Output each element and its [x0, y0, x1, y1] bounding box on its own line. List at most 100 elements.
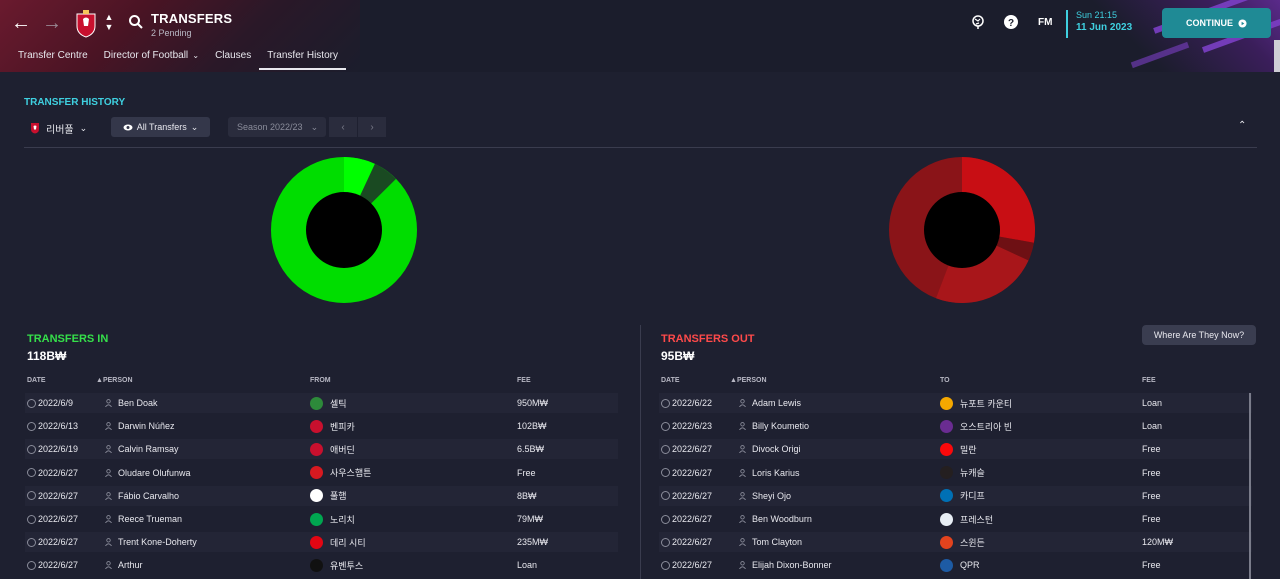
club-name: 벤피카 [330, 421, 355, 432]
sort-up-icon: ▲ [96, 377, 103, 384]
calendar-icon [27, 398, 36, 408]
column-header-label: PERSON [736, 377, 767, 384]
club-name: 뉴캐슬 [960, 468, 985, 479]
person-cell[interactable]: Ben Doak [105, 398, 158, 408]
table-row[interactable]: 2022/6/13 Darwin Núñez 벤피카 102B₩ [25, 416, 618, 436]
person-icon [739, 399, 746, 407]
transfer-filter-dropdown[interactable]: All Transfers ⌄ [111, 117, 210, 137]
person-cell[interactable]: Oludare Olufunwa [105, 468, 191, 478]
club-switch-icon[interactable]: ▲ ▼ [104, 12, 114, 32]
help-icon[interactable]: ? [1003, 14, 1019, 30]
club-cell[interactable]: 셀틱 [310, 396, 347, 410]
table-row[interactable]: 2022/6/27 Arthur 유벤투스 Loan [25, 555, 618, 575]
person-cell[interactable]: Reece Trueman [105, 514, 182, 524]
table-row[interactable]: 2022/6/27 Reece Trueman 노리치 79M₩ [25, 509, 618, 529]
fm-logo[interactable]: FM [1038, 17, 1053, 28]
date-cell: 2022/6/27 [661, 560, 712, 570]
club-cell[interactable]: 뉴캐슬 [940, 466, 985, 480]
world-icon[interactable] [970, 14, 986, 30]
tab-transfer-centre[interactable]: Transfer Centre [10, 46, 96, 70]
column-header-fee[interactable]: FEE [1142, 377, 1156, 384]
table-row[interactable]: 2022/6/27 Oludare Olufunwa 사우스햄튼 Free [25, 463, 618, 483]
club-selector[interactable]: 리버풀 ⌄ [30, 119, 87, 137]
club-badge-icon [310, 419, 323, 433]
column-header-to[interactable]: TO [940, 377, 950, 384]
table-scrollbar[interactable] [1249, 393, 1251, 579]
fee-cell: Loan [1142, 398, 1162, 408]
person-cell[interactable]: Sheyi Ojo [739, 491, 791, 501]
table-row[interactable]: 2022/6/27 Elijah Dixon-Bonner QPR Free [659, 555, 1252, 575]
person-cell[interactable]: Fábio Carvalho [105, 491, 179, 501]
person-cell[interactable]: Tom Clayton [739, 537, 802, 547]
table-row[interactable]: 2022/6/27 Sheyi Ojo 카디프 Free [659, 485, 1252, 506]
club-cell[interactable]: 애버딘 [310, 442, 355, 456]
person-icon [105, 561, 112, 570]
where-are-they-now-button[interactable]: Where Are They Now? [1142, 325, 1256, 345]
person-cell[interactable]: Ben Woodburn [739, 514, 812, 524]
calendar-icon [27, 491, 36, 501]
date-cell: 2022/6/27 [661, 514, 712, 524]
date-cell: 2022/6/22 [661, 398, 712, 408]
person-cell[interactable]: Elijah Dixon-Bonner [739, 560, 832, 570]
column-header-date[interactable]: DATE [661, 377, 680, 384]
table-row[interactable]: 2022/6/27 Loris Karius 뉴캐슬 Free [659, 463, 1252, 483]
next-season-button[interactable]: › [358, 117, 386, 137]
person-cell[interactable]: Loris Karius [739, 468, 800, 478]
person-cell[interactable]: Divock Origi [739, 444, 801, 454]
column-header-from[interactable]: FROM [310, 377, 331, 384]
table-row[interactable]: 2022/6/9 Ben Doak 셀틱 950M₩ [25, 393, 618, 413]
person-cell[interactable]: Trent Kone-Doherty [105, 537, 197, 547]
club-cell[interactable]: QPR [940, 558, 980, 572]
person-icon [105, 399, 112, 407]
season-selector[interactable]: Season 2022/23 ⌄ [228, 117, 326, 137]
column-header-person[interactable]: ▲PERSON [730, 377, 767, 384]
club-cell[interactable]: 벤피카 [310, 419, 355, 433]
table-row[interactable]: 2022/6/19 Calvin Ramsay 애버딘 6.5B₩ [25, 439, 618, 460]
table-row[interactable]: 2022/6/27 Tom Clayton 스윈든 120M₩ [659, 532, 1252, 553]
scroll-handle[interactable] [1274, 40, 1280, 72]
date-cell: 2022/6/27 [661, 491, 712, 501]
club-cell[interactable]: 노리치 [310, 512, 355, 526]
previous-season-button[interactable]: ‹ [329, 117, 357, 137]
person-cell[interactable]: Calvin Ramsay [105, 444, 179, 454]
table-row[interactable]: 2022/6/27 Divock Origi 밀란 Free [659, 439, 1252, 460]
club-cell[interactable]: 사우스햄튼 [310, 466, 371, 480]
game-date: Sun 21:15 11 Jun 2023 [1066, 10, 1132, 38]
person-cell[interactable]: Adam Lewis [739, 398, 801, 408]
chevron-down-icon: ⌄ [79, 122, 88, 133]
table-row[interactable]: 2022/6/23 Billy Koumetio 오스트리아 빈 Loan [659, 416, 1252, 436]
liverpool-crest-icon[interactable] [74, 8, 98, 38]
forward-arrow-icon[interactable]: → [42, 12, 62, 34]
club-name: 뉴포트 카운티 [960, 398, 1013, 409]
transfer-fee: 102B₩ [517, 421, 547, 432]
search-icon[interactable] [128, 14, 144, 30]
table-row[interactable]: 2022/6/27 Trent Kone-Doherty 데리 시티 235M₩ [25, 532, 618, 553]
person-cell[interactable]: Billy Koumetio [739, 421, 809, 431]
tab-director-of-football[interactable]: Director of Football ⌄ [96, 46, 207, 70]
column-header-person[interactable]: ▲PERSON [96, 377, 133, 384]
player-name: Adam Lewis [752, 398, 802, 408]
table-row[interactable]: 2022/6/27 Ben Woodburn 프레스턴 Free [659, 509, 1252, 529]
tab-transfer-history[interactable]: Transfer History [259, 46, 346, 70]
back-arrow-icon[interactable]: ← [11, 12, 31, 34]
club-cell[interactable]: 스윈든 [940, 535, 985, 549]
person-cell[interactable]: Arthur [105, 560, 143, 570]
club-cell[interactable]: 유벤투스 [310, 558, 363, 572]
club-cell[interactable]: 프레스턴 [940, 512, 993, 526]
current-time: Sun 21:15 [1076, 10, 1118, 20]
club-cell[interactable]: 뉴포트 카운티 [940, 396, 1013, 410]
column-header-fee[interactable]: FEE [517, 377, 531, 384]
club-cell[interactable]: 데리 시티 [310, 535, 366, 549]
table-row[interactable]: 2022/6/22 Adam Lewis 뉴포트 카운티 Loan [659, 393, 1252, 413]
club-cell[interactable]: 카디프 [940, 489, 985, 503]
person-cell[interactable]: Darwin Núñez [105, 421, 175, 431]
column-header-date[interactable]: DATE [27, 377, 46, 384]
club-cell[interactable]: 오스트리아 빈 [940, 419, 1012, 433]
table-row[interactable]: 2022/6/27 Fábio Carvalho 풀햄 8B₩ [25, 485, 618, 506]
club-cell[interactable]: 풀햄 [310, 489, 347, 503]
transfer-fee: Free [1142, 444, 1161, 455]
chevron-up-icon[interactable]: ⌃ [1238, 120, 1247, 131]
continue-button[interactable]: CONTINUE [1162, 8, 1271, 38]
tab-clauses[interactable]: Clauses [207, 46, 259, 70]
club-cell[interactable]: 밀란 [940, 442, 977, 456]
